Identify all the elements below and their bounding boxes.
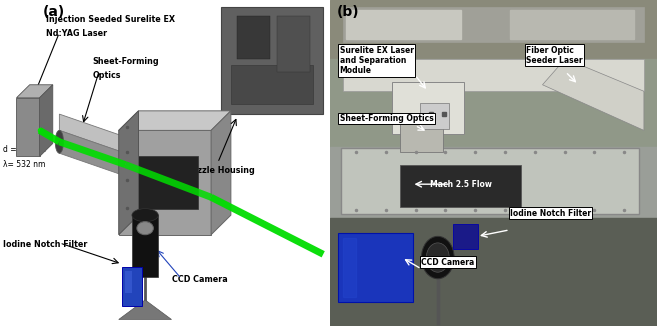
Polygon shape [221,7,323,114]
FancyBboxPatch shape [341,148,639,214]
Polygon shape [237,16,271,59]
Polygon shape [211,111,231,235]
Polygon shape [59,114,125,153]
Bar [343,7,644,42]
Bar [330,0,657,59]
Ellipse shape [132,209,158,222]
Polygon shape [119,300,171,319]
Ellipse shape [137,222,153,235]
Polygon shape [119,111,139,235]
Polygon shape [16,98,39,156]
Bar [343,238,356,297]
Polygon shape [39,85,53,156]
Text: Sheet-Forming: Sheet-Forming [93,57,159,66]
Bar [330,218,657,326]
FancyBboxPatch shape [392,82,464,134]
Ellipse shape [421,236,454,279]
Polygon shape [231,65,313,104]
Polygon shape [277,16,310,72]
Text: (a): (a) [43,5,65,19]
Text: λ= 532 nm: λ= 532 nm [3,160,46,169]
FancyBboxPatch shape [420,103,449,129]
Text: CCD Camera: CCD Camera [171,275,227,285]
Polygon shape [122,267,142,306]
Polygon shape [132,215,158,277]
Bar [510,10,634,39]
Text: Nd:YAG Laser: Nd:YAG Laser [46,29,107,38]
Bar [346,10,461,39]
Text: Fiber Optic
Seeder Laser: Fiber Optic Seeder Laser [526,46,583,65]
Text: Iodine Notch Filter: Iodine Notch Filter [510,209,591,218]
Text: Nozzle Housing: Nozzle Housing [185,166,254,175]
Text: Sheet-Forming Optics: Sheet-Forming Optics [340,114,434,123]
Text: Surelite EX Laser
and Separation
Module: Surelite EX Laser and Separation Module [340,46,414,75]
Polygon shape [543,59,644,130]
FancyBboxPatch shape [338,233,413,302]
FancyBboxPatch shape [453,224,478,249]
Polygon shape [59,130,125,176]
Bar [330,59,657,147]
Text: (b): (b) [336,5,359,19]
Text: Mach 2.5 Flow: Mach 2.5 Flow [430,180,491,189]
FancyBboxPatch shape [400,165,521,207]
Polygon shape [119,130,211,235]
Polygon shape [132,156,198,209]
Polygon shape [119,111,231,130]
Bar [330,147,657,218]
Polygon shape [343,59,644,91]
Text: CCD Camera: CCD Camera [421,258,474,267]
Ellipse shape [55,130,64,153]
FancyBboxPatch shape [400,119,443,152]
Text: Optics: Optics [93,71,121,80]
Polygon shape [16,85,53,98]
Text: Iodine Notch Filter: Iodine Notch Filter [3,240,87,249]
Ellipse shape [426,243,449,272]
Text: d =9.5 mm: d =9.5 mm [3,145,46,154]
Polygon shape [125,271,132,293]
Text: Injection Seeded Surelite EX: Injection Seeded Surelite EX [46,15,175,24]
